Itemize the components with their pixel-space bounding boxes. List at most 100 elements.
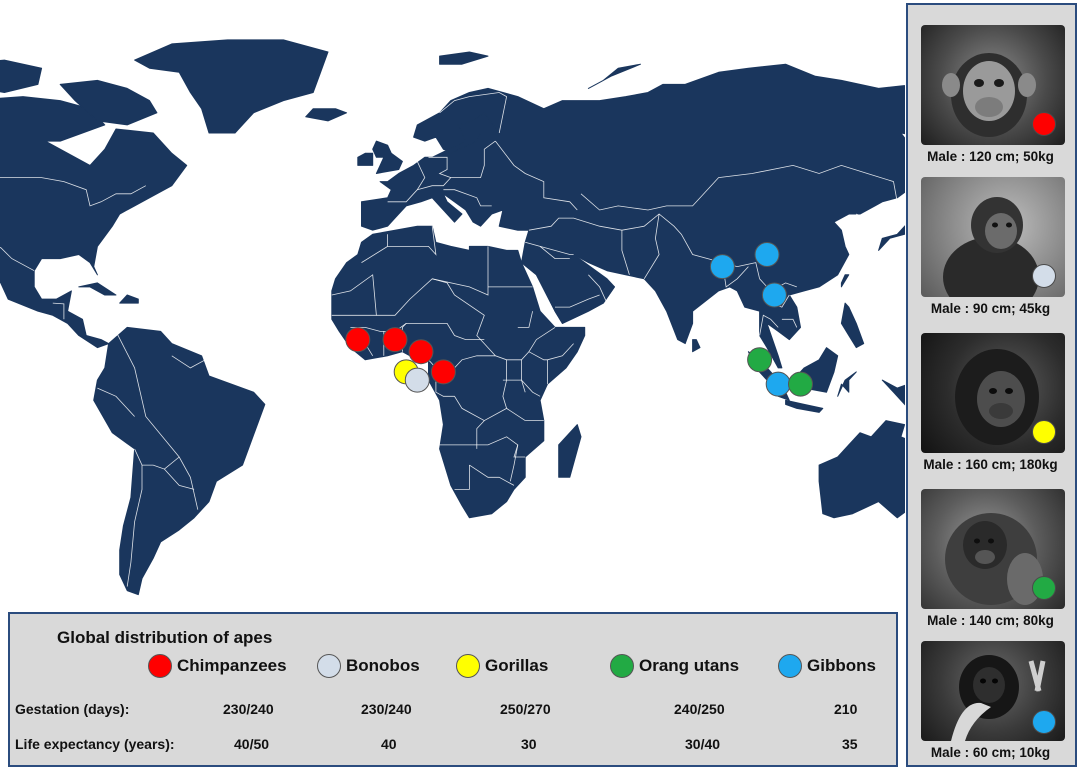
- orangutan-color-dot: [1032, 576, 1056, 600]
- landmass-north-america: [0, 96, 188, 349]
- landmass-sulawesi: [837, 371, 857, 397]
- landmass-baffin: [59, 79, 158, 126]
- landmass-japan: [878, 225, 905, 251]
- country-border: [164, 468, 195, 490]
- ape-card-gorilla: Male : 160 cm; 180kg: [916, 333, 1071, 472]
- country-border: [52, 302, 65, 320]
- landmass-hispaniola: [119, 294, 139, 304]
- orangutan-caption: Male : 140 cm; 80kg: [927, 613, 1054, 628]
- gibbon-color-dot: [1032, 710, 1056, 734]
- country-border: [97, 387, 135, 417]
- gestation-row-label: Gestation (days):: [15, 701, 130, 717]
- legend-item-orang-utans: Orang utans: [610, 654, 739, 678]
- country-border: [454, 465, 470, 490]
- gorilla-gestation: 250/270: [500, 701, 551, 717]
- country-border: [454, 355, 496, 369]
- chimpanzee-color-dot: [1032, 112, 1056, 136]
- bonobo-photo: [921, 177, 1065, 297]
- landmass-madagascar: [558, 424, 582, 478]
- landmass-south-america: [93, 326, 266, 596]
- landmass-arabia-fill: [521, 254, 615, 324]
- country-border: [621, 230, 630, 275]
- landmass-uk: [372, 140, 403, 174]
- gorilla-caption: Male : 160 cm; 180kg: [923, 457, 1058, 472]
- country-border: [539, 246, 574, 255]
- orangutan-legend-dot: [610, 654, 634, 678]
- world-map: [0, 39, 905, 596]
- legend-item-chimpanzees: Chimpanzees: [148, 654, 287, 678]
- gorilla-life-expectancy: 30: [521, 736, 537, 752]
- marker-bonobos: [404, 367, 430, 393]
- landmass-taiwan: [840, 274, 850, 288]
- country-border: [142, 456, 180, 470]
- gibbon-caption: Male : 60 cm; 10kg: [930, 745, 1051, 760]
- country-border: [0, 177, 146, 207]
- country-border: [417, 140, 496, 191]
- legend-label: Gibbons: [807, 656, 876, 675]
- country-border: [331, 274, 574, 361]
- country-border: [502, 359, 507, 409]
- country-border: [171, 355, 206, 369]
- legend-label: Gorillas: [485, 656, 549, 675]
- country-border: [443, 189, 492, 207]
- gibbon-photo: [921, 641, 1065, 741]
- marker-chimpanzees: [408, 339, 434, 365]
- country-border: [555, 294, 600, 308]
- country-border: [387, 161, 426, 203]
- legend-box: Global distribution of apes Chimpanzees …: [8, 612, 898, 767]
- chimpanzee-gestation: 230/240: [223, 701, 274, 717]
- landmass-australia: [818, 420, 905, 519]
- landmass-iceland: [305, 108, 348, 122]
- landmass-java: [785, 399, 824, 413]
- orangutan-photo: [921, 489, 1065, 609]
- country-border: [432, 246, 489, 296]
- country-border: [856, 213, 876, 235]
- ape-photo-panel: Male : 120 cm; 50kg Male : 90 cm; 45kg: [906, 3, 1077, 767]
- bonobo-gestation: 230/240: [361, 701, 412, 717]
- gibbon-legend-dot: [778, 654, 802, 678]
- chimpanzee-legend-dot: [148, 654, 172, 678]
- marker-gibbons: [765, 371, 791, 397]
- ape-card-gibbon: Male : 60 cm; 10kg: [916, 641, 1071, 760]
- bonobo-life-expectancy: 40: [381, 736, 397, 752]
- bonobo-color-dot: [1032, 264, 1056, 288]
- country-border: [439, 92, 508, 134]
- gibbon-life-expectancy: 35: [842, 736, 858, 752]
- ape-card-chimpanzee: Male : 120 cm; 50kg: [916, 25, 1071, 164]
- country-border: [350, 323, 485, 340]
- bonobo-legend-dot: [317, 654, 341, 678]
- legend-label: Chimpanzees: [177, 656, 287, 675]
- country-border: [439, 436, 519, 482]
- chimpanzee-caption: Male : 120 cm; 50kg: [927, 149, 1054, 164]
- map-markers: [345, 242, 813, 397]
- country-border: [525, 241, 570, 259]
- marker-chimpanzees: [382, 327, 408, 353]
- landmass-new-guinea: [881, 379, 905, 406]
- gorilla-photo: [921, 333, 1065, 453]
- country-border: [126, 448, 143, 587]
- life-expectancy-row-label: Life expectancy (years):: [15, 736, 175, 752]
- chimpanzee-photo: [921, 25, 1065, 145]
- country-border: [469, 464, 515, 486]
- country-border: [580, 164, 898, 211]
- country-border: [387, 226, 437, 256]
- marker-orang-utans: [747, 347, 773, 373]
- legend-item-gibbons: Gibbons: [778, 654, 876, 678]
- landmass-sri-lanka: [692, 339, 701, 353]
- country-border: [428, 156, 451, 178]
- marker-gibbons: [709, 254, 735, 280]
- country-border: [521, 359, 526, 393]
- map-land: [0, 39, 905, 596]
- country-border: [588, 274, 608, 304]
- orangutan-gestation: 240/250: [674, 701, 725, 717]
- landmass-svalbard: [439, 51, 489, 65]
- marker-chimpanzees: [345, 327, 371, 353]
- country-border: [476, 420, 485, 449]
- landmass-arctic-is: [0, 59, 43, 93]
- country-border: [495, 140, 578, 211]
- gorilla-color-dot: [1032, 420, 1056, 444]
- chimpanzee-life-expectancy: 40/50: [234, 736, 270, 752]
- marker-orang-utans: [788, 371, 813, 397]
- country-border: [528, 327, 556, 352]
- landmass-philippines: [840, 302, 865, 349]
